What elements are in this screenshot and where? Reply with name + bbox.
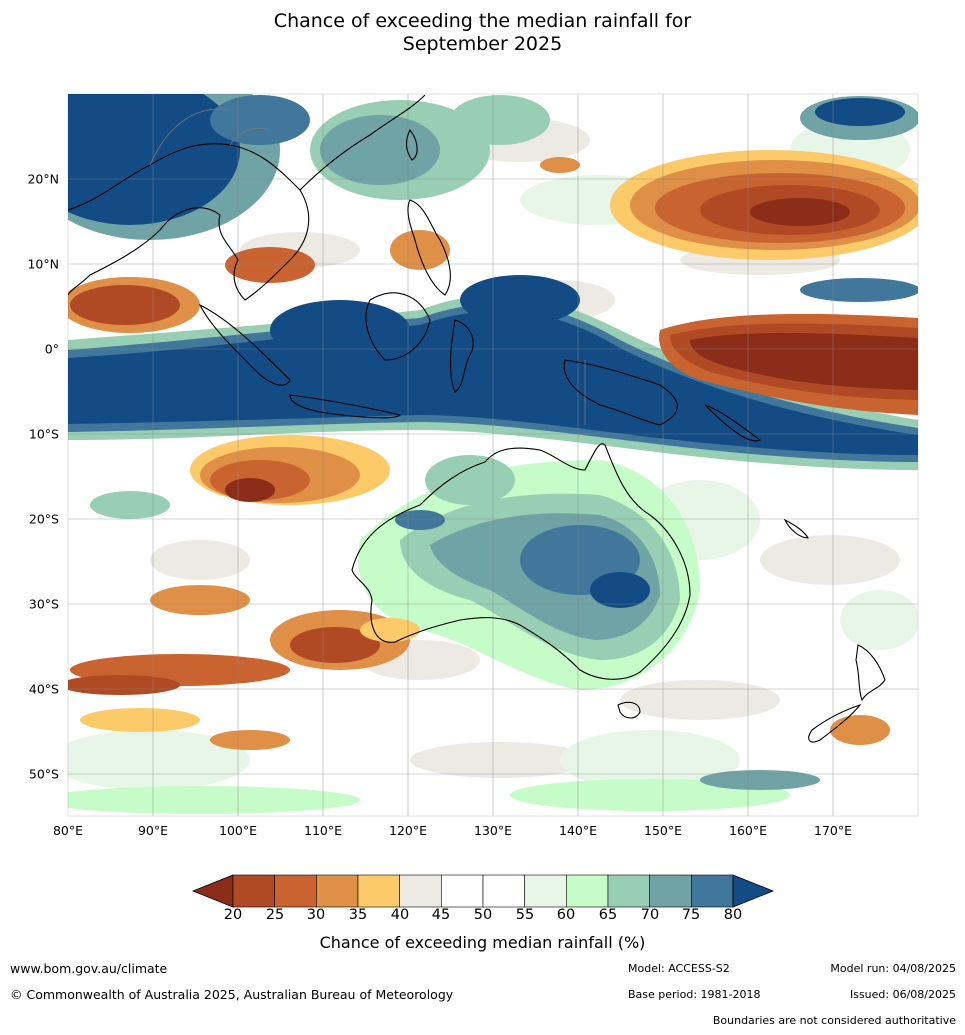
colorbar-tick-35: 35 [348, 907, 368, 923]
lat-label-50s: 50°S [28, 766, 59, 782]
colorbar-cell-30 [316, 874, 359, 908]
lon-label-150e: 150°E [643, 823, 683, 838]
colorbar-tick-45: 45 [431, 907, 451, 923]
taiwan-coast [405, 128, 418, 161]
australia-coast [351, 443, 691, 680]
sumatra-coast [198, 303, 291, 386]
colorbar-cell-50 [482, 874, 525, 908]
wet-region-north [68, 94, 918, 240]
dry-region-north-pacific [610, 150, 918, 260]
colorbar-cell-70 [649, 874, 692, 908]
lat-label-20n: 20°N [27, 171, 59, 187]
lon-label-160e: 160°E [728, 823, 768, 838]
colorbar-tick-50: 50 [473, 907, 493, 923]
new-caledonia-coast [783, 518, 809, 539]
dry-region-equatorial-pacific [659, 313, 918, 415]
footer-disclaimer: Boundaries are not considered authoritat… [712, 1014, 956, 1027]
lon-label-130e: 130°E [473, 823, 513, 838]
new-zealand-south [808, 703, 862, 743]
wet-region-australia [358, 455, 700, 690]
colorbar-cell-55 [524, 874, 567, 908]
footer-model-run: Model run: 04/08/2025 [830, 962, 956, 975]
tasmania-coast [617, 701, 641, 719]
footer-copyright: © Commonwealth of Australia 2025, Austra… [10, 987, 454, 1002]
sulawesi-coast [449, 319, 474, 393]
lat-label-0: 0° [44, 341, 59, 357]
colorbar-cell-35 [357, 874, 400, 908]
lon-label-110e: 110°E [303, 823, 343, 838]
lat-label-20s: 20°S [28, 511, 59, 527]
china-coast [299, 94, 426, 191]
new-guinea-coast [563, 359, 678, 426]
lat-label-30s: 30°S [28, 596, 59, 612]
lat-label-10n: 10°N [27, 256, 59, 272]
colorbar-tick-30: 30 [306, 907, 326, 923]
lon-label-100e: 100°E [218, 823, 258, 838]
colorbar-tick-60: 60 [556, 907, 576, 923]
lat-label-10s: 10°S [28, 426, 59, 442]
graticule [68, 94, 918, 816]
colorbar-tick-40: 40 [390, 907, 410, 923]
colorbar-high-arrow [732, 874, 775, 908]
philippines-coast [407, 199, 451, 296]
colorbar-label: Chance of exceeding median rainfall (%) [319, 933, 646, 952]
rainfall-map [67, 93, 919, 817]
new-zealand-north [855, 644, 886, 702]
dry-region-indian-ocean-north [68, 157, 580, 333]
footer-issued: Issued: 06/08/2025 [849, 988, 956, 1001]
chart-title: Chance of exceeding the median rainfall … [0, 10, 965, 56]
lon-label-170e: 170°E [813, 823, 853, 838]
country-borders [149, 108, 586, 425]
colorbar-cell-75 [691, 874, 734, 908]
colorbar-cell-60 [566, 874, 609, 908]
wet-region-southern [68, 491, 820, 814]
lon-label-80e: 80°E [52, 823, 84, 838]
colorbar-tick-70: 70 [640, 907, 660, 923]
java-coast [289, 394, 402, 419]
solomon-coast [704, 404, 762, 442]
colorbar-tick-65: 65 [598, 907, 618, 923]
footer-url[interactable]: www.bom.gov.au/climate [10, 961, 168, 976]
lon-label-140e: 140°E [558, 823, 598, 838]
colorbar-cell-40 [399, 874, 442, 908]
colorbar-low-arrow [191, 874, 234, 908]
colorbar-tick-80: 80 [723, 907, 743, 923]
colorbar-cell-45 [441, 874, 484, 908]
title-line-1: Chance of exceeding the median rainfall … [273, 10, 692, 32]
colorbar-cell-25 [274, 874, 317, 908]
lon-label-90e: 90°E [137, 823, 169, 838]
dry-region-indian-ocean-south [68, 435, 890, 750]
lat-label-40s: 40°S [28, 681, 59, 697]
colorbar-tick-55: 55 [515, 907, 535, 923]
map-frame [67, 93, 919, 817]
colorbar-tick-25: 25 [265, 907, 285, 923]
asia-mainland-coast [68, 143, 310, 301]
footer-model: Model: ACCESS-S2 [628, 962, 730, 975]
title-line-2: September 2025 [402, 33, 563, 55]
colorbar-cell-65 [607, 874, 650, 908]
colorbar-tick-75: 75 [681, 907, 701, 923]
footer-base-period: Base period: 1981-2018 [628, 988, 761, 1001]
borneo-coast [365, 292, 431, 361]
lon-label-120e: 120°E [388, 823, 428, 838]
colorbar-tick-20: 20 [223, 907, 243, 923]
coastlines [68, 94, 886, 743]
colorbar-cell-20 [232, 874, 275, 908]
